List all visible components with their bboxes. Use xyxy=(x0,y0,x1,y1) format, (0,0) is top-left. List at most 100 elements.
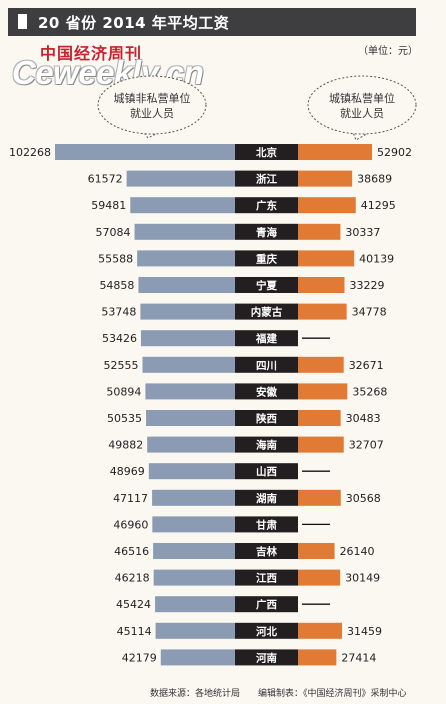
category-bg-17 xyxy=(235,569,298,586)
legend-left-line-2: 就业人员 xyxy=(130,106,174,120)
bar-right-2 xyxy=(298,170,353,187)
legend-left-line-1: 城镇非私营单位 xyxy=(114,91,191,105)
bar-right-6 xyxy=(298,277,345,293)
value-left-1: 102268 xyxy=(9,146,51,159)
bar-left-1 xyxy=(55,144,235,160)
legend-right-line-2: 就业人员 xyxy=(340,106,384,120)
value-left-7: 53748 xyxy=(101,306,136,319)
value-left-14: 47117 xyxy=(113,492,148,505)
bar-right-17 xyxy=(298,569,341,586)
bar-right-5 xyxy=(298,250,355,267)
value-left-19: 45114 xyxy=(117,625,152,638)
title-bar: 20 省份 2014 年平均工资 xyxy=(8,8,416,36)
bar-right-12 xyxy=(298,436,344,453)
value-right-20: 27414 xyxy=(341,651,376,664)
value-left-10: 50894 xyxy=(106,385,141,398)
value-right-1: 52902 xyxy=(377,146,412,159)
category-bg-20 xyxy=(235,649,298,666)
category-label-16: 吉林 xyxy=(256,545,277,558)
category-label-17: 江西 xyxy=(256,572,277,585)
value-left-18: 45424 xyxy=(116,598,151,611)
category-label-20: 河南 xyxy=(256,651,277,664)
bar-left-20 xyxy=(160,649,235,666)
value-right-3: 41295 xyxy=(361,199,396,212)
category-bg-9 xyxy=(235,356,298,373)
bar-right-9 xyxy=(298,356,344,373)
value-right-12: 32707 xyxy=(349,439,384,452)
bar-left-2 xyxy=(126,170,235,187)
value-right-17: 30149 xyxy=(345,572,380,585)
legend-bubble-right xyxy=(307,75,417,135)
category-label-2: 浙江 xyxy=(256,173,277,186)
bar-right-10 xyxy=(298,383,348,400)
category-label-1: 北京 xyxy=(256,146,277,159)
value-left-16: 46516 xyxy=(114,545,149,558)
category-bg-6 xyxy=(235,277,298,293)
value-left-6: 54858 xyxy=(99,279,134,292)
bar-left-16 xyxy=(153,543,235,559)
value-left-11: 50535 xyxy=(107,412,142,425)
value-left-13: 48969 xyxy=(110,465,145,478)
category-label-13: 山西 xyxy=(256,465,277,478)
bar-left-11 xyxy=(146,410,235,426)
category-label-11: 陕西 xyxy=(256,412,277,425)
data-source: 数据来源：各地统计局 编辑制表：《中国经济周刊》采制中心 xyxy=(150,689,407,699)
bar-left-10 xyxy=(145,383,235,400)
category-bg-4 xyxy=(235,223,298,240)
brand-logo-cn: 中国经济周刊 xyxy=(40,44,143,63)
bar-left-19 xyxy=(155,622,235,639)
category-bg-8 xyxy=(235,330,298,347)
bar-right-16 xyxy=(298,543,335,559)
category-label-3: 广东 xyxy=(256,199,277,212)
category-label-18: 广西 xyxy=(256,598,277,611)
value-left-3: 59481 xyxy=(91,199,126,212)
value-left-20: 42179 xyxy=(122,651,157,664)
bar-left-17 xyxy=(153,569,235,586)
bar-right-1 xyxy=(298,144,372,160)
value-right-2: 38689 xyxy=(357,173,392,186)
value-right-10: 35268 xyxy=(352,385,387,398)
bar-right-11 xyxy=(298,410,341,426)
category-bg-13 xyxy=(235,463,298,480)
category-label-7: 内蒙古 xyxy=(251,306,283,319)
legend-bubble-left xyxy=(97,75,207,135)
category-bg-7 xyxy=(235,303,298,320)
bar-left-6 xyxy=(138,277,235,293)
bar-left-3 xyxy=(130,197,235,214)
value-right-19: 31459 xyxy=(347,625,382,638)
category-bg-10 xyxy=(235,383,298,400)
bar-right-20 xyxy=(298,649,337,666)
category-label-9: 四川 xyxy=(256,360,277,372)
value-left-2: 61572 xyxy=(88,173,123,186)
value-right-16: 26140 xyxy=(340,545,375,558)
bar-left-15 xyxy=(152,516,235,533)
category-label-14: 湖南 xyxy=(256,492,277,505)
category-bg-18 xyxy=(235,596,298,613)
bar-left-7 xyxy=(140,303,235,320)
category-bg-19 xyxy=(235,622,298,639)
bar-left-4 xyxy=(134,223,235,240)
value-left-4: 57084 xyxy=(96,226,131,239)
category-label-6: 宁夏 xyxy=(256,279,277,292)
category-label-19: 河北 xyxy=(256,625,277,638)
category-label-12: 海南 xyxy=(256,439,277,452)
title-marker xyxy=(18,14,27,29)
bar-right-7 xyxy=(298,303,347,320)
bar-right-19 xyxy=(298,622,343,639)
value-right-5: 40139 xyxy=(359,252,394,265)
value-right-9: 32671 xyxy=(349,359,384,372)
value-right-7: 34778 xyxy=(352,306,387,319)
category-label-4: 青海 xyxy=(256,226,277,239)
bar-left-8 xyxy=(140,330,235,347)
category-bg-3 xyxy=(235,197,298,214)
bar-left-13 xyxy=(148,463,235,480)
category-bg-14 xyxy=(235,489,298,506)
category-bg-12 xyxy=(235,436,298,453)
category-bg-16 xyxy=(235,543,298,559)
category-bg-2 xyxy=(235,170,298,187)
bar-left-9 xyxy=(142,356,235,373)
unit-label: （单位：元） xyxy=(358,46,418,57)
value-left-9: 52555 xyxy=(103,359,138,372)
bar-left-14 xyxy=(152,489,235,506)
